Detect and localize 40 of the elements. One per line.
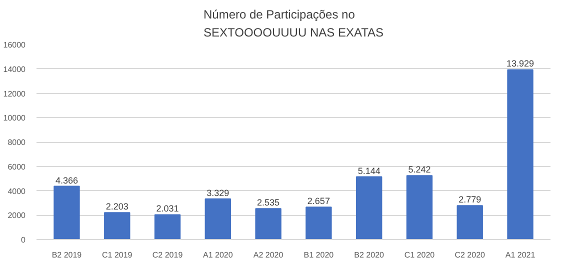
y-tick-label: 6000	[8, 162, 26, 172]
x-tick-label: C1 2019	[102, 250, 133, 260]
bar	[154, 214, 181, 240]
y-tick-label: 2000	[8, 211, 26, 220]
bar	[255, 208, 282, 240]
bar	[104, 212, 130, 240]
bar	[406, 175, 433, 240]
y-tick-label: 0	[21, 236, 26, 244]
data-label: 2.779	[458, 194, 482, 205]
y-tick-label: 14000	[3, 64, 26, 74]
x-tick-label: A1 2021	[505, 250, 536, 260]
bar	[54, 186, 80, 240]
bar	[456, 205, 483, 240]
x-tick-label: B2 2019	[52, 250, 82, 260]
bar	[204, 198, 232, 240]
data-label: 5.242	[408, 164, 431, 175]
y-tick-label: 4000	[8, 186, 26, 196]
data-label: 2.203	[106, 202, 128, 212]
bar	[507, 69, 534, 240]
data-label: 4.366	[55, 175, 78, 186]
data-label: 13.929	[506, 58, 534, 69]
y-tick-label: 8000	[8, 138, 26, 147]
x-tick-label: C1 2020	[404, 250, 436, 260]
data-label: 2.657	[307, 196, 330, 206]
y-tick-label: 12000	[3, 89, 26, 98]
x-tick-label: C2 2020	[454, 250, 486, 260]
data-label: 5.144	[358, 166, 380, 176]
x-tick-label: B1 2020	[304, 250, 334, 260]
bar	[356, 176, 382, 240]
data-label: 2.535	[257, 198, 280, 208]
x-tick-label: A2 2020	[253, 250, 284, 260]
x-tick-label: C2 2019	[152, 250, 184, 260]
x-tick-label: A1 2020	[203, 250, 234, 260]
bar	[306, 206, 332, 240]
y-tick-label: 16000	[3, 40, 26, 50]
y-tick-label: 10000	[3, 114, 26, 123]
x-tick-label: B2 2020	[354, 250, 385, 260]
chart-title: Número de Participações no SEXTOOOOUUUU NAS EXATAS	[203, 7, 384, 40]
data-label: 2.031	[156, 204, 179, 214]
data-label: 3.329	[206, 188, 230, 198]
